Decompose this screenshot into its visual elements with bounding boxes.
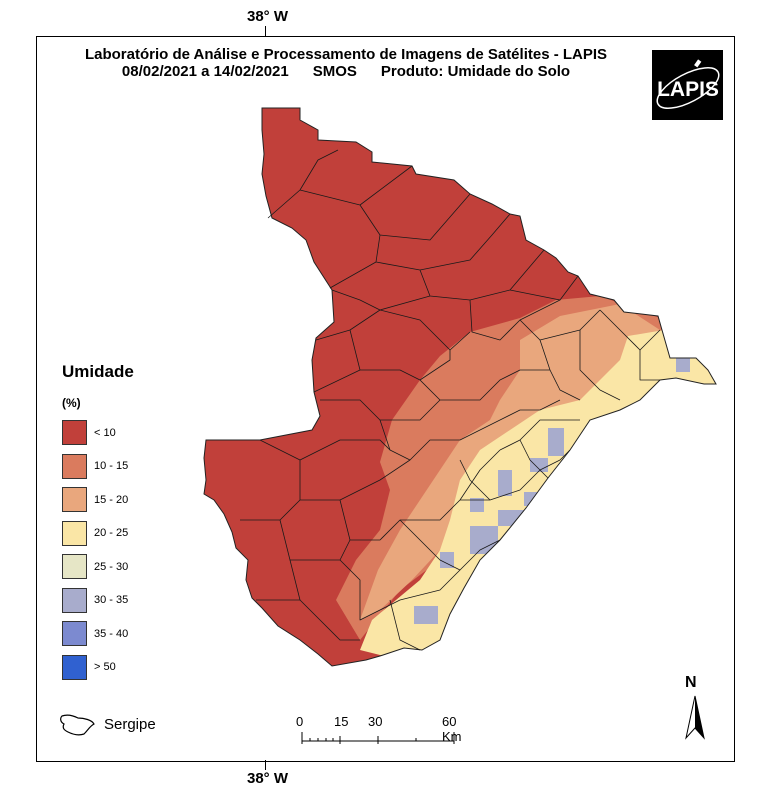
legend-item: 20 - 25 xyxy=(62,517,134,551)
scale-label: 60 Km xyxy=(442,714,462,744)
legend-item: 15 - 20 xyxy=(62,483,134,517)
legend-swatch xyxy=(62,587,87,613)
legend-swatch xyxy=(62,453,87,479)
legend-item: < 10 xyxy=(62,416,134,450)
legend-label: 25 - 30 xyxy=(94,560,129,573)
legend-item: 25 - 30 xyxy=(62,550,134,584)
lapis-logo: LAPIS xyxy=(652,50,723,120)
legend-unit: (%) xyxy=(62,396,81,410)
title-line-2: 08/02/2021 a 14/02/2021 SMOS Produto: Um… xyxy=(46,63,646,80)
north-label: N xyxy=(685,674,697,691)
legend-swatch xyxy=(62,654,87,680)
legend-label: 30 - 35 xyxy=(94,594,129,607)
legend-swatch xyxy=(62,487,87,513)
legend-label: > 50 xyxy=(94,661,116,674)
legend-swatch xyxy=(62,621,87,647)
graticule-tick-bottom xyxy=(265,760,266,770)
title-product: Produto: Umidade do Solo xyxy=(380,63,571,80)
legend: Umidade (%) < 10 10 - 15 15 - 20 20 - 25… xyxy=(62,362,134,684)
sergipe-outline-icon xyxy=(60,714,95,736)
legend-item: 10 - 15 xyxy=(62,450,134,484)
legend-swatch xyxy=(62,554,87,580)
north-arrow-icon xyxy=(685,695,705,740)
legend-item: 35 - 40 xyxy=(62,617,134,651)
title-line-1: Laboratório de Análise e Processamento d… xyxy=(84,46,608,63)
legend-swatch xyxy=(62,520,87,546)
scale-bar-graphic xyxy=(301,732,455,744)
legend-item: 30 - 35 xyxy=(62,584,134,618)
graticule-tick-top xyxy=(265,26,266,36)
longitude-label-bottom: 38° W xyxy=(247,770,289,787)
legend-title: Umidade xyxy=(62,362,134,381)
title-sensor: SMOS xyxy=(312,63,357,80)
map-frame xyxy=(36,36,735,762)
legend-swatch xyxy=(62,420,87,446)
scale-label: 30 xyxy=(368,714,383,729)
legend-label: 15 - 20 xyxy=(94,493,129,506)
inset-label: Sergipe xyxy=(104,716,156,733)
legend-label: < 10 xyxy=(94,426,116,439)
map-title: Laboratório de Análise e Processamento d… xyxy=(46,46,646,80)
legend-label: 35 - 40 xyxy=(94,627,129,640)
legend-item: > 50 xyxy=(62,651,134,685)
scale-label: 15 xyxy=(334,714,349,729)
scale-label: 0 xyxy=(296,714,304,729)
title-date-range: 08/02/2021 a 14/02/2021 xyxy=(121,63,289,80)
logo-text: LAPIS xyxy=(657,78,719,101)
legend-label: 10 - 15 xyxy=(94,460,129,473)
longitude-label-top: 38° W xyxy=(247,8,289,25)
legend-label: 20 - 25 xyxy=(94,527,129,540)
